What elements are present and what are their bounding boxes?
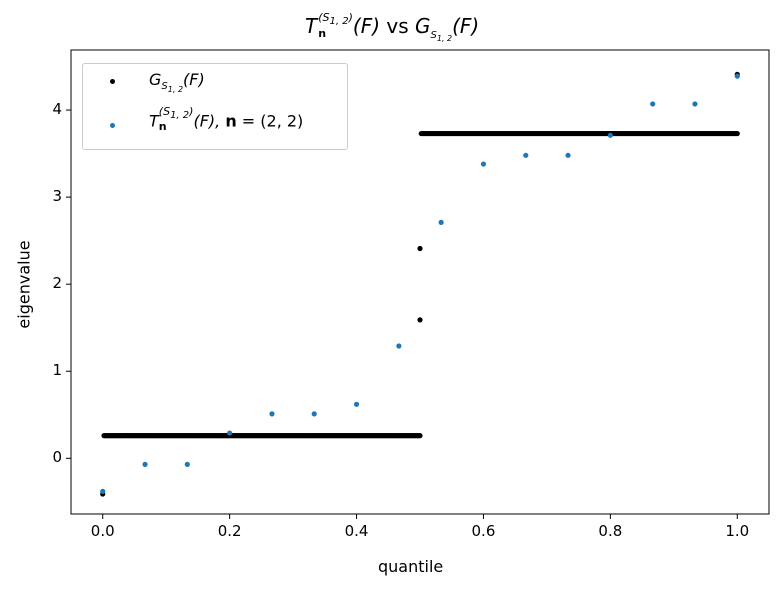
point-g-level-3	[417, 245, 423, 252]
point-t-9	[480, 161, 487, 167]
legend-g: G	[149, 70, 162, 89]
x-axis-label: quantile	[378, 557, 444, 576]
legend-t-n: n	[158, 120, 167, 134]
point-t-8	[438, 219, 444, 225]
point-t-6	[353, 401, 360, 407]
point-t-2	[184, 461, 190, 467]
title-vs: vs	[380, 14, 415, 38]
point-g-level-2	[417, 317, 423, 323]
point-g-level-1	[417, 433, 423, 439]
legend-marker-black	[110, 79, 115, 84]
legend-rest: = (2, 2)	[236, 111, 304, 131]
x-tick-label: 0.4	[344, 522, 369, 540]
axes-frame	[70, 49, 770, 515]
point-t-12	[607, 132, 613, 138]
title-sup: (S1, 2)	[318, 11, 353, 28]
point-t-0	[100, 488, 106, 494]
chart-title: T (S1, 2) n (F) vs GS1, 2(F)	[305, 11, 480, 43]
y-tick-label: 4	[52, 100, 62, 119]
point-t-11	[565, 152, 571, 158]
legend-g-sub: S1, 2	[161, 81, 184, 95]
point-t-13	[650, 101, 656, 107]
point-g-level-4	[734, 130, 740, 137]
title-f: (F)	[352, 14, 380, 38]
title-f2: (F)	[452, 14, 480, 38]
x-tick-label: 0.2	[217, 522, 242, 540]
legend-g-f: (F)	[183, 70, 205, 89]
legend-marker-blue	[110, 123, 115, 128]
y-tick-label: 3	[52, 187, 62, 206]
legend-bold-n: n	[225, 111, 237, 131]
x-tick-label: 1.0	[725, 522, 750, 540]
point-t-4	[269, 411, 275, 417]
point-t-10	[523, 152, 529, 158]
point-t-7	[396, 343, 402, 349]
legend-t-sup: (S1, 2)	[158, 105, 194, 122]
title-g-sub: S1, 2	[430, 30, 453, 43]
y-tick-label: 2	[52, 274, 62, 293]
point-t-3	[227, 430, 233, 436]
legend: GS1, 2(F) T (S1, 2) n (F), n = (2, 2)	[82, 63, 348, 150]
legend-t-f: (F),	[193, 111, 226, 131]
x-tick-label: 0.0	[90, 522, 115, 540]
point-t-14	[692, 101, 698, 107]
point-t-15	[734, 73, 740, 79]
title-t: T	[305, 14, 318, 38]
y-tick-label: 0	[52, 448, 62, 467]
point-t-5	[311, 411, 317, 417]
legend-t: T	[149, 111, 159, 131]
title-g: G	[414, 14, 431, 38]
title-n: n	[318, 26, 327, 40]
x-tick-label: 0.8	[598, 522, 623, 540]
point-t-1	[142, 461, 148, 467]
y-tick-label: 1	[52, 361, 62, 380]
x-tick-label: 0.6	[471, 522, 496, 540]
